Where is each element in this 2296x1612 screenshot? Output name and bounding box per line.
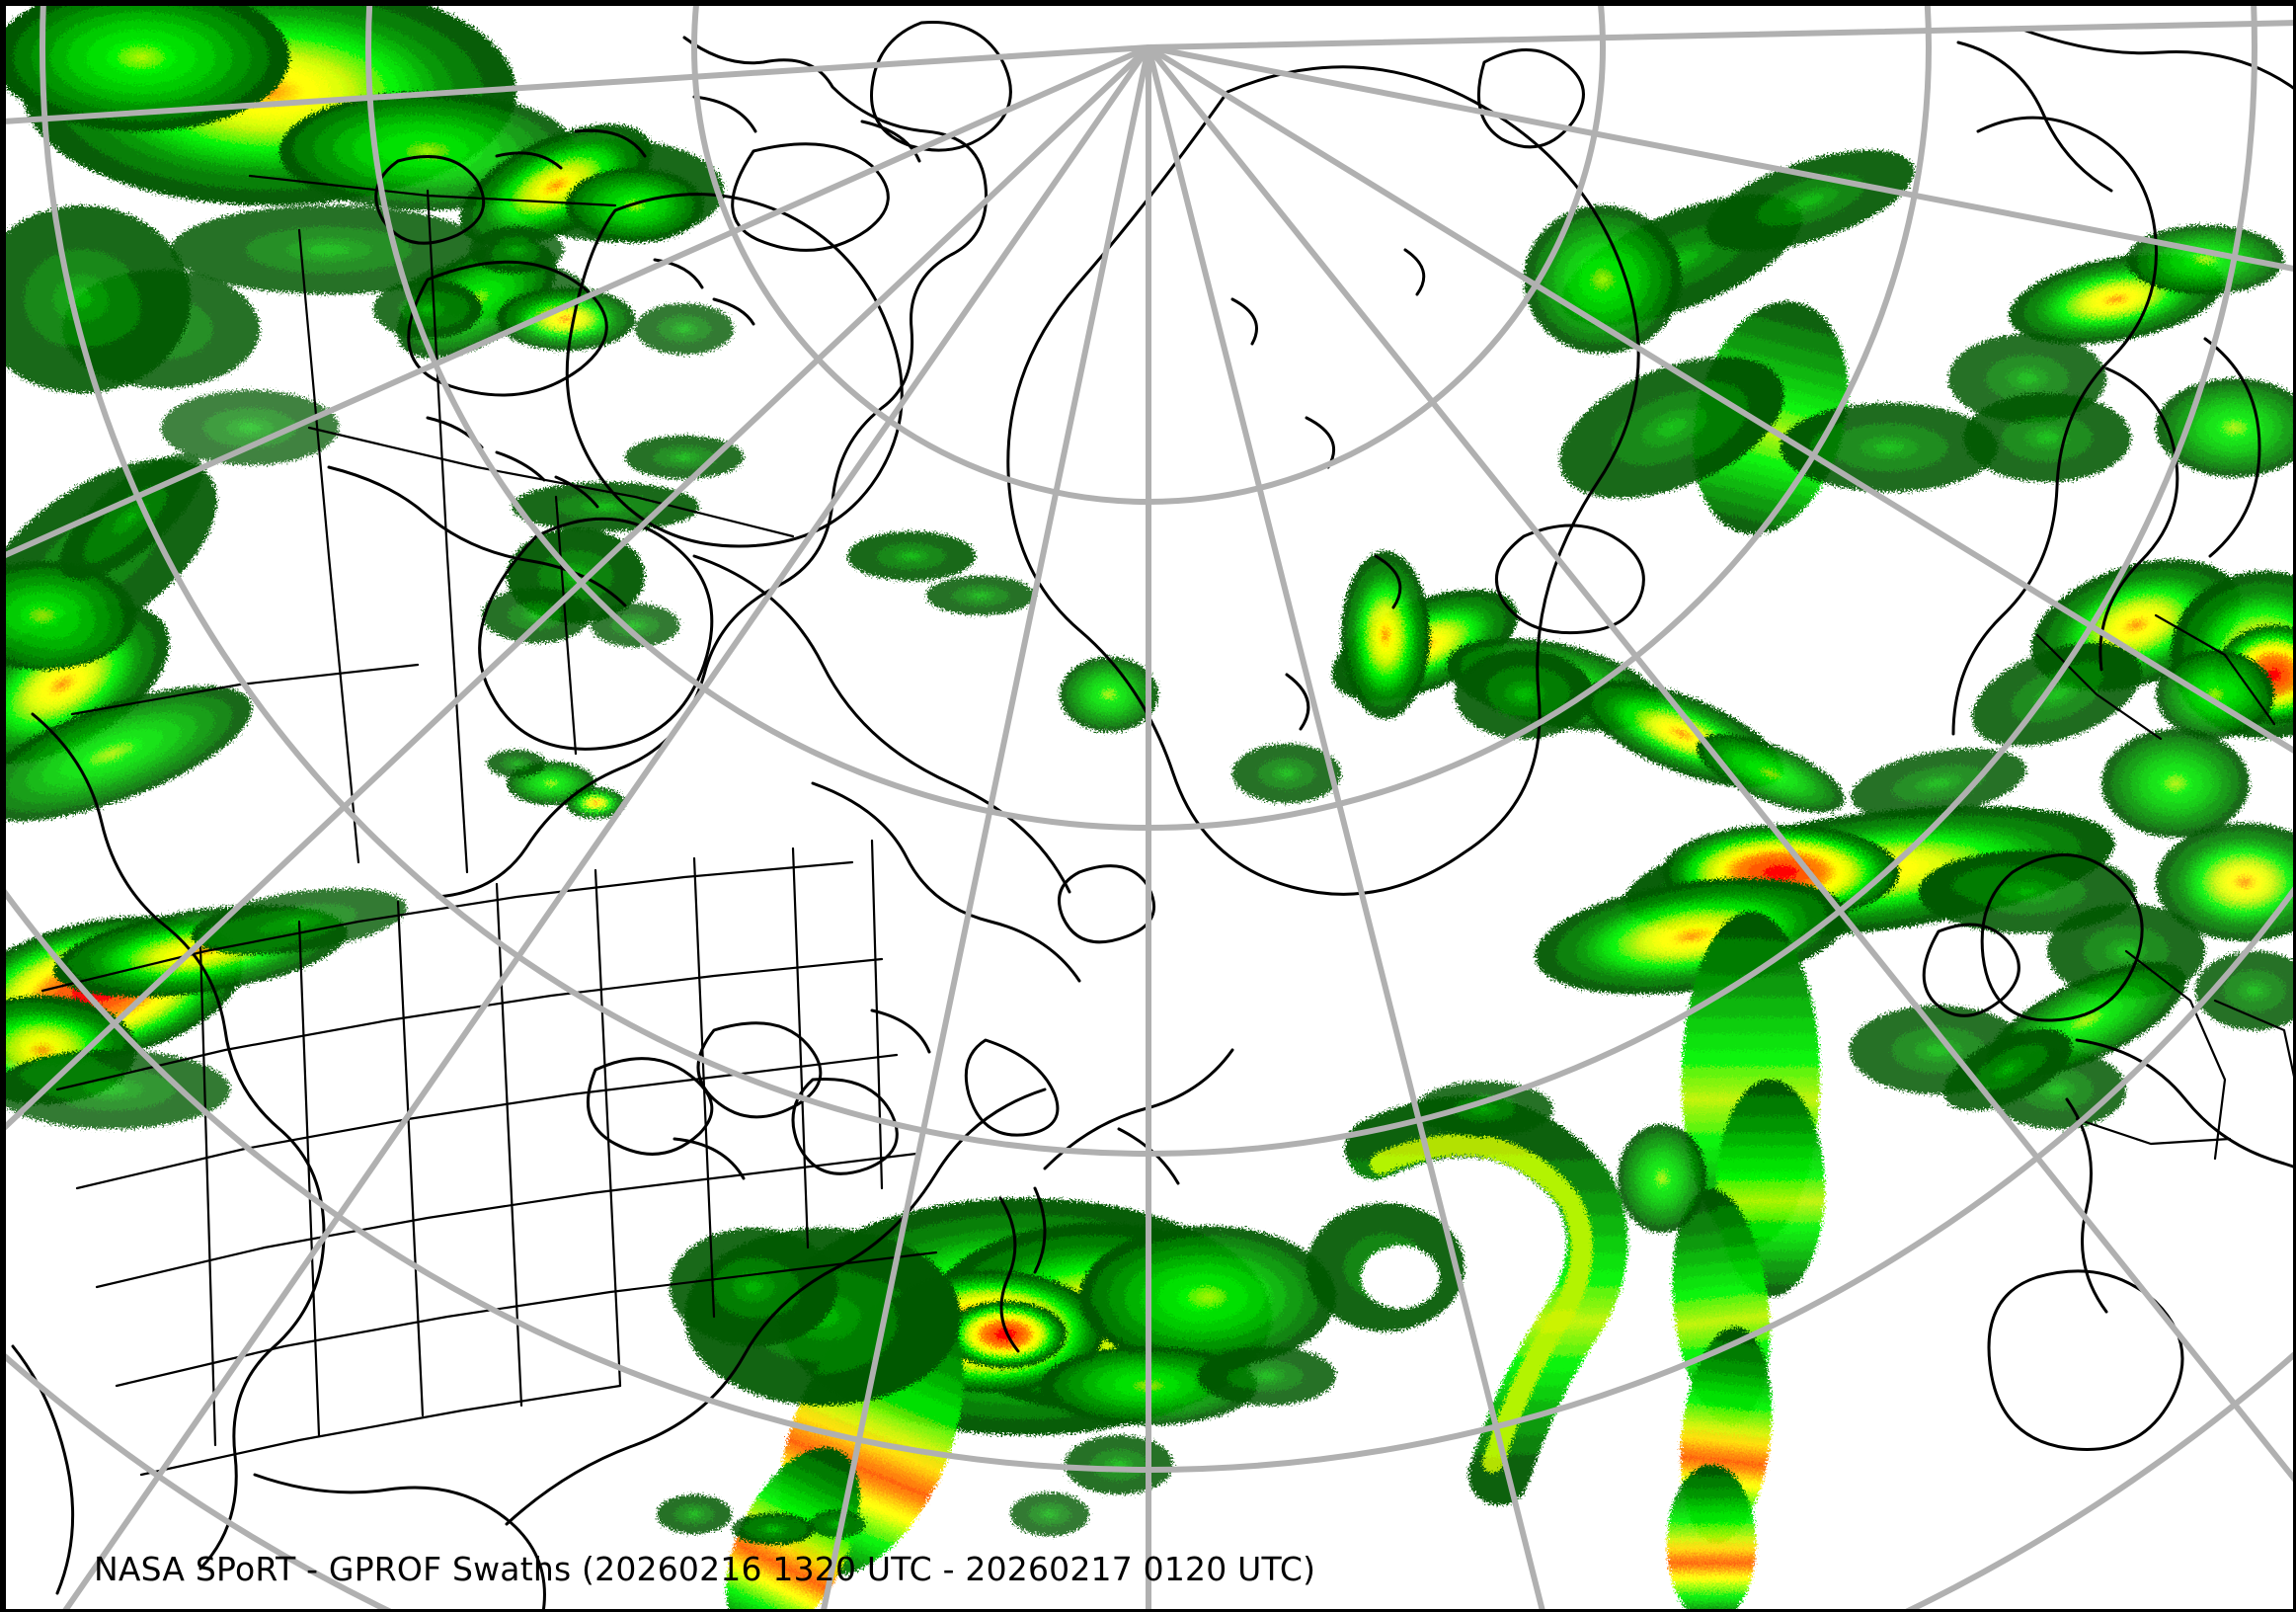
swath-labrador [847, 531, 1341, 803]
map-frame [3, 3, 2293, 1609]
figure-caption: NASA SPoRT - GPROF Swaths (20260216 1320… [94, 1550, 1316, 1588]
swath-north-atlantic-crossing [1535, 806, 2136, 1297]
coast-banks [374, 155, 486, 245]
parallel-60n [40, 3, 2257, 1157]
coast-novaya-zemlya [1956, 40, 2113, 193]
coast-baffin [565, 193, 904, 548]
swath-british-isles [1943, 650, 2274, 1111]
swath-southeast-cells [657, 1494, 865, 1545]
meridian-120w [3, 44, 1151, 124]
coast-nova-scotia [964, 1038, 1060, 1137]
coast-hudson-bay [478, 517, 714, 751]
coast-aleutians [327, 465, 627, 607]
meridian-60w [3, 44, 1151, 1132]
coast-great-lakes [587, 1008, 931, 1180]
meridian-180 [1146, 44, 1545, 1609]
meridian-30w [62, 44, 1151, 1609]
parallel-80n [691, 3, 1606, 505]
coast-alaska [435, 36, 989, 899]
parallels [3, 3, 2293, 1609]
us-state-borders [40, 839, 938, 1477]
swath-azores-band [1618, 1124, 1773, 1609]
swath-norwegian-sea [1524, 149, 2106, 534]
coast-russia-north [2016, 26, 2293, 90]
graticule-layer [3, 3, 2293, 1609]
coast-greenland-fjords [1230, 248, 1426, 731]
parallel-70n [365, 3, 1932, 831]
coast-scandinavia [1951, 116, 2158, 736]
meridian-150w [821, 44, 1151, 1609]
coast-britain [1980, 853, 2144, 1022]
coast-west-europe [2065, 1038, 2293, 1314]
coast-chesapeake [998, 1186, 1047, 1353]
swath-mid-atlantic-comma [1306, 1082, 1628, 1505]
coast-pacific-west [31, 712, 326, 1571]
coastline-layer [11, 20, 2293, 1609]
canada-province-borders [70, 174, 795, 874]
meridian-90e [1146, 20, 2293, 50]
coast-gulf-atlantic [253, 1088, 1047, 1609]
coast-greenland [1006, 65, 1640, 896]
meridian-far-e [1146, 44, 2293, 1483]
coast-baltic [2098, 337, 2261, 672]
coast-svalbard [1476, 48, 1585, 149]
coast-labrador [692, 554, 1071, 894]
swath-iceland-frontal-band [1331, 551, 2026, 819]
coast-iceland [1495, 524, 1645, 635]
coast-eastern-canada [811, 781, 1081, 983]
coast-newfoundland [1058, 864, 1156, 944]
swath-canadian-arctic [373, 123, 734, 359]
coast-arctic-misc [495, 95, 921, 326]
meridian-90w [3, 44, 1151, 559]
map-canvas [3, 3, 2293, 1609]
coast-devon [731, 142, 890, 252]
coast-ellesmere [870, 20, 1012, 152]
coast-victoria [407, 260, 608, 397]
europe-country-borders [2035, 613, 2293, 1161]
coast-ireland [1922, 923, 2020, 1017]
meridian-30e [1146, 44, 2293, 754]
parallel-50n [3, 884, 2293, 1473]
meridians [3, 20, 2293, 1609]
meridian-60e [1146, 44, 2293, 272]
